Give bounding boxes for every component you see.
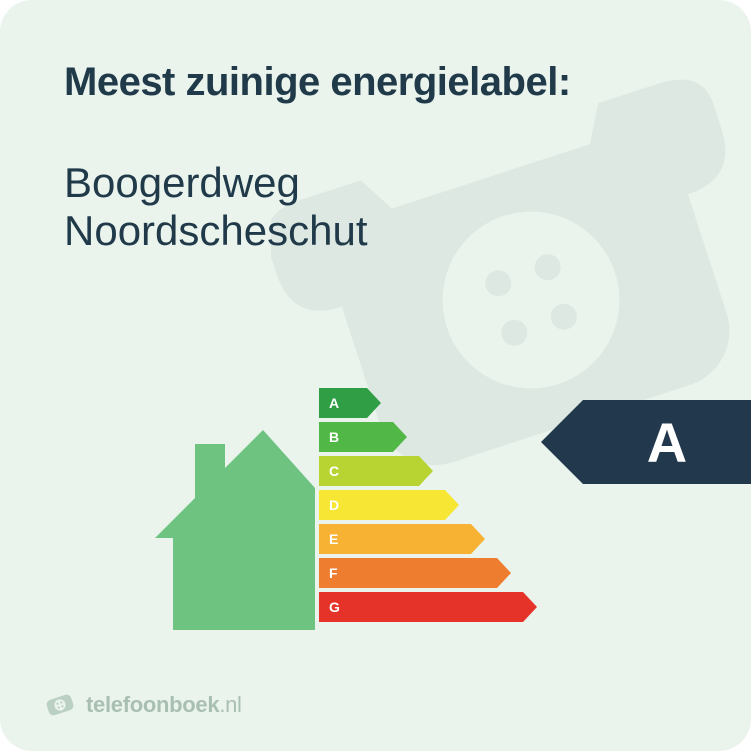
energy-bar-d: D — [319, 490, 537, 520]
footer: telefoonboek.nl — [44, 689, 242, 721]
energy-bar-c: C — [319, 456, 537, 486]
energy-bar-b: B — [319, 422, 537, 452]
energy-rating-letter: A — [647, 410, 687, 475]
subtitle-line-1: Boogerdweg — [64, 159, 687, 207]
footer-logo-icon — [44, 689, 76, 721]
energy-bar-label: E — [329, 531, 338, 547]
footer-brand-tld: .nl — [219, 692, 241, 717]
info-card: Meest zuinige energielabel: Boogerdweg N… — [0, 0, 751, 751]
content-area: Meest zuinige energielabel: Boogerdweg N… — [0, 0, 751, 256]
footer-brand-name: telefoonboek — [86, 692, 219, 717]
subtitle-line-2: Noordscheschut — [64, 207, 687, 255]
energy-bar-label: D — [329, 497, 339, 513]
energy-bar-label: G — [329, 599, 340, 615]
energy-bar-label: B — [329, 429, 339, 445]
energy-bar-label: F — [329, 565, 338, 581]
energy-bar-g: G — [319, 592, 537, 622]
energy-bar-label: C — [329, 463, 339, 479]
card-title: Meest zuinige energielabel: — [64, 60, 687, 105]
footer-brand: telefoonboek.nl — [86, 692, 242, 718]
energy-bar-label: A — [329, 395, 339, 411]
energy-bar-a: A — [319, 388, 537, 418]
card-subtitle: Boogerdweg Noordscheschut — [64, 159, 687, 256]
energy-bar-e: E — [319, 524, 537, 554]
energy-rating-tag: A — [541, 400, 751, 484]
energy-bars: A B C D — [319, 388, 537, 626]
house-icon — [155, 410, 320, 630]
energy-bar-f: F — [319, 558, 537, 588]
